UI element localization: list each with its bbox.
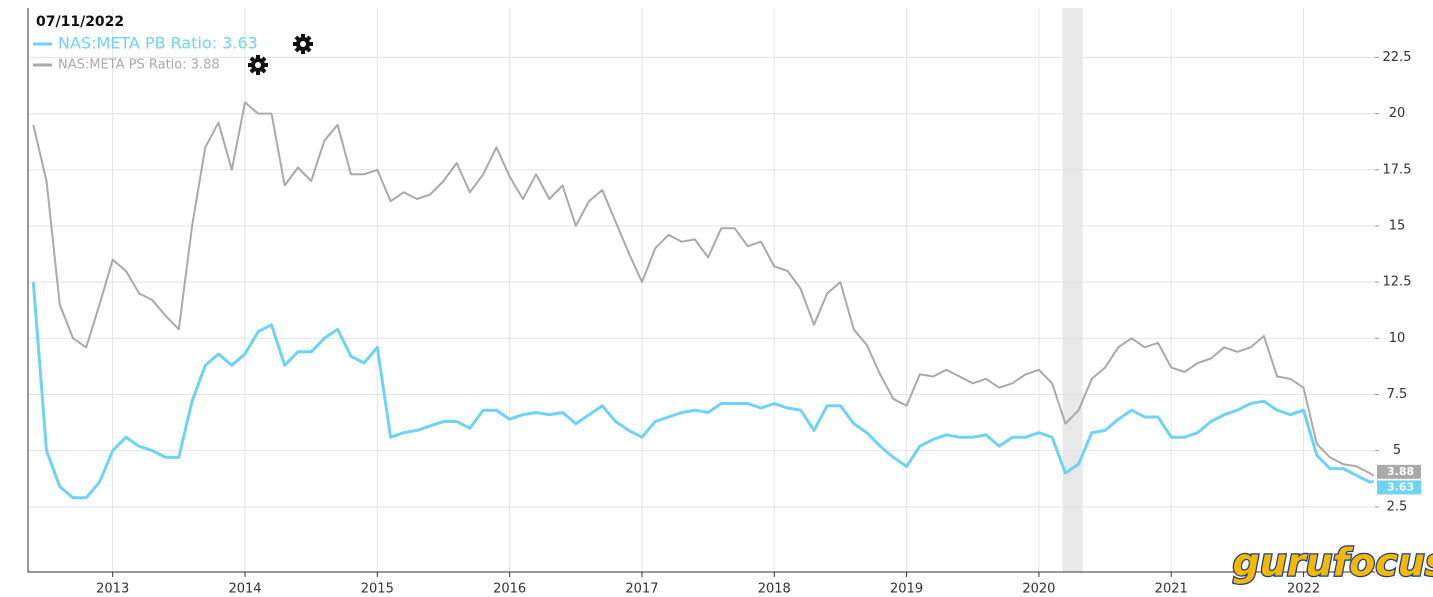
x-tick-label: 2014 [228, 582, 261, 597]
y-tick-label: 20 [1389, 106, 1406, 121]
end-value-label: 3.88 [1387, 465, 1414, 478]
x-tick-label: 2022 [1287, 582, 1320, 597]
y-tick-label: 10 [1389, 331, 1406, 346]
x-tick-label: 2017 [625, 582, 658, 597]
series-line [31, 281, 1374, 500]
end-value-tag [1377, 464, 1421, 479]
y-tick-label: 12.5 [1383, 275, 1412, 290]
plot-area: 2.5 5 7.5 10 12.5 15 17.5 20 22.5 2013 2014 2015 201… [28, 8, 1421, 597]
settings-icon[interactable] [293, 34, 313, 54]
series-line [32, 101, 1375, 477]
y-tick-label: 22.5 [1383, 50, 1412, 65]
legend-label: NAS:META PB Ratio: 3.63 [58, 34, 258, 53]
x-tick-label: 2015 [361, 582, 394, 597]
x-tick-label: 2013 [96, 582, 129, 597]
end-value-label: 3.63 [1387, 480, 1414, 493]
y-tick-label: 15 [1389, 218, 1406, 233]
legend: NAS:META PB Ratio: 3.63 NAS:META PS Ratio… [33, 34, 313, 75]
y-tick-label: 5 [1393, 443, 1401, 458]
settings-icon[interactable] [248, 55, 268, 75]
y-tick-label: 2.5 [1387, 499, 1408, 514]
shaded-period [1062, 8, 1083, 572]
x-tick-label: 2018 [758, 582, 791, 597]
y-tick-label: 7.5 [1387, 387, 1408, 402]
x-tick-label: 2020 [1022, 582, 1055, 597]
x-tick-label: 2021 [1155, 582, 1188, 597]
date-label: 07/11/2022 [36, 14, 124, 30]
x-tick-label: 2019 [890, 582, 923, 597]
y-tick-label: 17.5 [1383, 162, 1412, 177]
end-value-tag [1377, 480, 1421, 495]
gear-hole [300, 41, 306, 47]
x-tick-label: 2016 [493, 582, 526, 597]
gear-hole [255, 62, 261, 68]
legend-label: NAS:META PS Ratio: 3.88 [58, 58, 220, 73]
watermark: gurufocus [1233, 541, 1433, 585]
